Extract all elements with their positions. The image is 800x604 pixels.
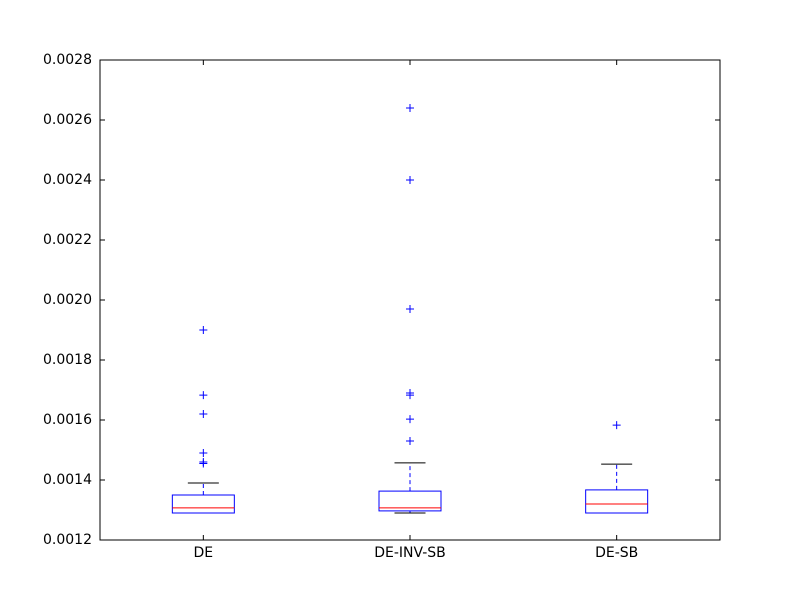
y-tick-label: 0.0018	[43, 352, 92, 368]
y-tick-label: 0.0014	[43, 472, 92, 488]
flier	[199, 410, 208, 418]
flier	[612, 421, 621, 430]
flier	[406, 176, 414, 184]
flier	[406, 391, 414, 400]
flier	[406, 305, 414, 313]
box	[171, 494, 235, 514]
flier	[406, 415, 414, 424]
y-tick-label: 0.0012	[43, 532, 92, 548]
box	[585, 489, 649, 514]
y-tick-label: 0.0020	[43, 292, 92, 308]
y-tick-label: 0.0028	[43, 52, 92, 68]
x-tick-label: DE-INV-SB	[374, 545, 446, 561]
y-tick-label: 0.0016	[43, 412, 92, 428]
y-tick-label: 0.0024	[43, 172, 92, 188]
x-tick-label: DE	[194, 545, 214, 561]
y-tick-label: 0.0022	[43, 232, 92, 248]
flier	[199, 391, 208, 400]
y-tick-label: 0.0026	[43, 112, 92, 128]
x-tick-label: DE-SB	[595, 545, 638, 561]
flier	[406, 104, 414, 112]
flier	[199, 326, 208, 334]
plot-frame	[99, 59, 721, 541]
flier	[199, 459, 208, 468]
flier	[406, 437, 414, 445]
flier	[199, 449, 208, 457]
box	[378, 490, 442, 512]
